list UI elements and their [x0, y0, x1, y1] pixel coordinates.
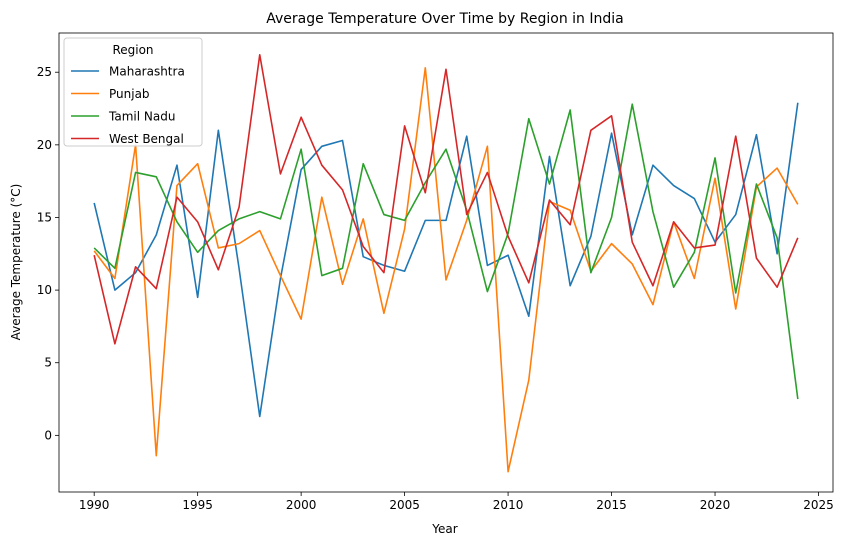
x-tick-label: 2005 [389, 498, 420, 512]
y-axis: 0 5 10 15 20 25 [37, 65, 59, 442]
chart-title: Average Temperature Over Time by Region … [266, 11, 623, 27]
legend-label: Maharashtra [109, 65, 185, 79]
series-line-tamil-nadu [93, 103, 799, 400]
series-line-maharashtra [93, 102, 799, 418]
legend-label: West Bengal [109, 132, 184, 146]
legend-title: Region [112, 43, 153, 57]
y-tick-label: 15 [37, 210, 52, 224]
x-tick-label: 1990 [79, 498, 110, 512]
legend-label: Punjab [109, 87, 150, 101]
y-axis-label: Average Temperature (°C) [9, 184, 23, 341]
legend-items: Maharashtra Punjab Tamil Nadu West Bengal [71, 65, 185, 146]
y-tick-label: 20 [37, 138, 52, 152]
series-line-west-bengal [93, 53, 799, 345]
legend-box [63, 37, 203, 147]
x-tick-label: 2010 [493, 498, 524, 512]
y-tick-label: 5 [44, 356, 52, 370]
x-axis-label: Year [431, 522, 457, 536]
x-tick-label: 1995 [182, 498, 213, 512]
y-tick-label: 0 [44, 428, 52, 442]
x-tick-label: 2020 [700, 498, 731, 512]
legend: Region Maharashtra Punjab Tamil Nadu West B… [63, 37, 203, 147]
y-tick-label: 25 [37, 65, 52, 79]
x-axis: 1990 1995 2000 2005 2010 2015 2020 2025 [79, 492, 834, 512]
y-tick-label: 10 [37, 283, 52, 297]
plot-frame [58, 32, 834, 493]
legend-label: Tamil Nadu [108, 110, 175, 124]
x-tick-label: 2015 [596, 498, 627, 512]
x-tick-label: 2000 [286, 498, 317, 512]
series-layer [93, 53, 799, 473]
series-line-punjab [93, 67, 799, 473]
x-tick-label: 2025 [803, 498, 834, 512]
